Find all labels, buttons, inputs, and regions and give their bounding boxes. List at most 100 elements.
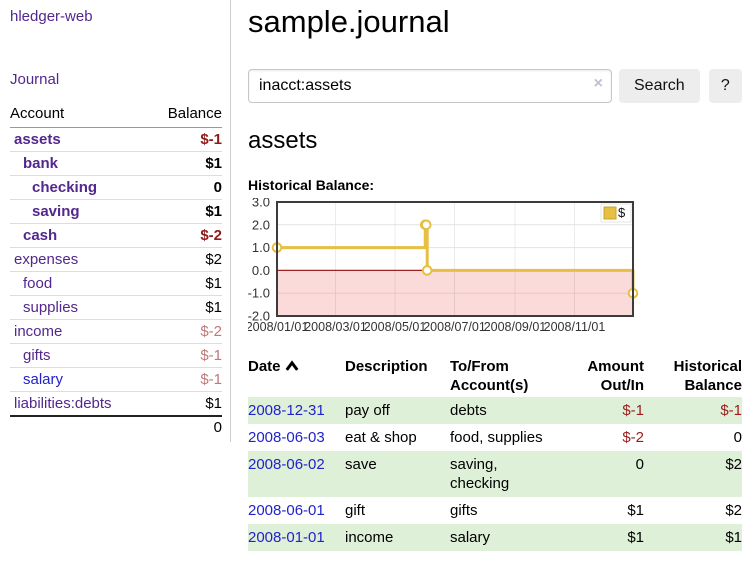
transaction-date-link[interactable]: 2008-06-03 — [248, 429, 325, 446]
account-balance: $-1 — [150, 343, 222, 368]
transaction-row: 2008-06-01 gift gifts $1 $2 — [248, 497, 742, 524]
account-link-bank[interactable]: bank — [10, 151, 150, 176]
sidebar: hledger-web Journal Account Balance asse… — [0, 0, 231, 442]
search-button[interactable]: Search — [619, 69, 700, 103]
transaction-row: 2008-01-01 income salary $1 $1 — [248, 524, 742, 551]
account-balance: $-2 — [150, 223, 222, 248]
register-header-accounts: To/From Account(s) — [450, 358, 529, 394]
register-header-amount: Amount Out/In — [587, 358, 644, 394]
account-heading: assets — [248, 127, 318, 154]
account-row: gifts $-1 — [10, 343, 222, 368]
account-row: liabilities:debts $1 — [10, 391, 222, 416]
svg-text:2.0: 2.0 — [252, 217, 270, 232]
accounts-total-spacer — [10, 415, 150, 439]
chart-title: Historical Balance: — [248, 177, 375, 193]
account-link-cash[interactable]: cash — [10, 223, 150, 248]
account-link-income[interactable]: income — [10, 319, 150, 344]
accounts-total-row: 0 — [10, 415, 222, 439]
accounts-table: Account Balance assets $-1 bank $1 checking 0… — [10, 101, 222, 439]
account-row: income $-2 — [10, 319, 222, 344]
journal-nav-link[interactable]: Journal — [10, 71, 60, 88]
transaction-accounts: saving, checking — [450, 456, 510, 492]
account-balance: $-1 — [200, 131, 222, 148]
search-input[interactable] — [248, 69, 612, 103]
transaction-date-link[interactable]: 2008-06-02 — [248, 456, 325, 473]
page-title: sample.journal — [248, 4, 450, 39]
register-header-date[interactable]: Date — [248, 355, 345, 397]
account-balance: $-2 — [150, 319, 222, 344]
account-balance: $2 — [150, 247, 222, 272]
transaction-balance: 0 — [733, 429, 742, 446]
transaction-description: eat & shop — [345, 429, 417, 446]
account-row: supplies $1 — [10, 295, 222, 320]
svg-text:2008/11/01: 2008/11/01 — [544, 320, 606, 334]
account-balance: $1 — [150, 391, 222, 416]
transaction-accounts: salary — [450, 529, 491, 546]
help-button[interactable]: ? — [708, 69, 742, 103]
account-link-salary[interactable]: salary — [10, 367, 150, 392]
transaction-amount: $1 — [627, 502, 644, 519]
account-link-gifts[interactable]: gifts — [10, 343, 150, 368]
svg-text:3.0: 3.0 — [252, 198, 270, 210]
register-table: Date Description To/From Account(s) Amou… — [248, 355, 742, 551]
transaction-description: gift — [345, 502, 366, 519]
search-form: × Search ? — [248, 69, 742, 103]
svg-text:2008/07/01: 2008/07/01 — [423, 320, 486, 334]
account-row: food $1 — [10, 271, 222, 296]
account-link-supplies[interactable]: supplies — [10, 295, 150, 320]
account-row: expenses $2 — [10, 247, 222, 272]
svg-text:2008/03/01: 2008/03/01 — [304, 320, 367, 334]
transaction-description: pay off — [345, 402, 390, 419]
svg-text:1.0: 1.0 — [252, 240, 270, 255]
account-link-assets[interactable]: assets — [14, 131, 61, 148]
main-content: sample.journal × Search ? assets Histori… — [246, 0, 742, 551]
transaction-balance: $1 — [725, 529, 742, 546]
accounts-header-row: Account Balance — [10, 101, 222, 128]
app-title-link[interactable]: hledger-web — [10, 8, 93, 25]
account-link-saving[interactable]: saving — [10, 199, 150, 224]
transaction-balance: $-1 — [720, 402, 742, 419]
account-balance: $-1 — [150, 367, 222, 392]
transaction-description: income — [345, 529, 394, 546]
svg-text:-1.0: -1.0 — [248, 286, 270, 301]
historical-balance-chart: $3.0 2.0 1.0 0.0 -1.0 -2.0 2008/01/01 2008/03/0… — [246, 195, 742, 340]
transaction-balance: $2 — [725, 502, 742, 519]
transaction-date-link[interactable]: 2008-06-01 — [248, 502, 325, 519]
account-balance: $1 — [150, 271, 222, 296]
transaction-amount: $-2 — [622, 429, 644, 446]
transaction-row: 2008-06-03 eat & shop food, supplies $-2 0 — [248, 424, 742, 451]
account-row: assets $-1 — [10, 128, 222, 152]
search-input-wrap: × — [248, 69, 612, 103]
transaction-row: 2008-12-31 pay off debts $-1 $-1 — [248, 397, 742, 424]
account-row: salary $-1 — [10, 367, 222, 392]
account-row: saving $1 — [10, 199, 222, 224]
account-balance: $1 — [150, 151, 222, 176]
account-balance: $1 — [150, 295, 222, 320]
transaction-accounts: gifts — [450, 502, 478, 519]
register-header-row: Date Description To/From Account(s) Amou… — [248, 355, 742, 397]
account-link-checking[interactable]: checking — [10, 175, 150, 200]
account-link-food[interactable]: food — [10, 271, 150, 296]
accounts-total-value: 0 — [150, 415, 222, 439]
account-balance: 0 — [150, 175, 222, 200]
transaction-date-link[interactable]: 2008-12-31 — [248, 402, 325, 419]
account-link-expenses[interactable]: expenses — [10, 247, 150, 272]
svg-text:$: $ — [618, 205, 626, 220]
transaction-row: 2008-06-02 save saving, checking 0 $2 — [248, 451, 742, 497]
account-row: cash $-2 — [10, 223, 222, 248]
transaction-description: save — [345, 456, 377, 473]
svg-text:2008/05/01: 2008/05/01 — [364, 320, 427, 334]
account-link-liabilities-debts[interactable]: liabilities:debts — [10, 391, 150, 416]
svg-text:-2.0: -2.0 — [248, 309, 270, 324]
transaction-date-link[interactable]: 2008-01-01 — [248, 529, 325, 546]
register-header-balance: Historical Balance — [673, 358, 742, 394]
register-header-description: Description — [345, 358, 428, 375]
clear-search-icon[interactable]: × — [593, 75, 603, 92]
transaction-amount: $1 — [627, 529, 644, 546]
transaction-accounts: food, supplies — [450, 429, 543, 446]
transaction-balance: $2 — [725, 456, 742, 473]
account-row: checking 0 — [10, 175, 222, 200]
account-row: bank $1 — [10, 151, 222, 176]
account-balance: $1 — [150, 199, 222, 224]
svg-text:2008/09/01: 2008/09/01 — [484, 320, 547, 334]
